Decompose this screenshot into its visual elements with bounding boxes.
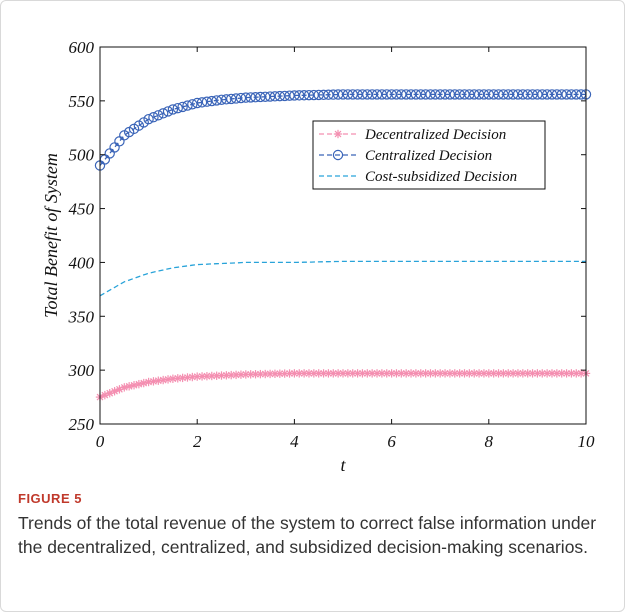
- x-tick-label: 4: [290, 432, 299, 451]
- y-tick-label: 300: [68, 361, 95, 380]
- centralized-marker: [157, 108, 169, 119]
- centralized-marker: [162, 106, 174, 117]
- y-tick-label: 400: [69, 253, 95, 272]
- centralized-marker: [148, 112, 159, 123]
- decentralized-marker: [465, 369, 474, 378]
- centralized-marker: [143, 113, 154, 125]
- decentralized-marker: [436, 369, 445, 378]
- series-layer: [94, 89, 592, 402]
- centralized-legend-label: Centralized Decision: [365, 148, 492, 164]
- centralized-marker: [153, 110, 164, 121]
- cost_subsidized-series-line: [99, 260, 586, 297]
- figure-label: FIGURE 5: [18, 491, 82, 506]
- plot-frame: [99, 46, 587, 425]
- decentralized-marker: [246, 370, 255, 379]
- decentralized-marker: [154, 376, 163, 385]
- centralized-marker: [211, 95, 222, 106]
- decentralized-marker: [382, 369, 391, 378]
- figure-caption: Trends of the total revenue of the syste…: [18, 513, 597, 557]
- decentralized-marker: [120, 383, 129, 392]
- line-chart: Decentralized Decision Centralized Decisi…: [41, 38, 596, 475]
- decentralized-marker: [377, 369, 387, 378]
- centralized-marker: [104, 148, 115, 159]
- decentralized-legend-marker: [333, 129, 343, 139]
- decentralized-marker: [134, 379, 144, 389]
- y-tick-label: 600: [69, 38, 95, 57]
- decentralized-marker: [290, 369, 299, 378]
- x-tick-label: 6: [387, 432, 396, 451]
- decentralized-legend-label: Decentralized Decision: [364, 127, 506, 143]
- y-tick-label: 550: [69, 92, 95, 111]
- x-tick-label: 10: [578, 432, 596, 451]
- y-axis-label: Total Benefit of System: [41, 153, 61, 318]
- axes: 0 2 4 6 8 10 250 300 350 400 450 500 550 600: [68, 38, 596, 451]
- decentralized-marker: [387, 369, 396, 378]
- centralized-marker: [167, 104, 179, 115]
- legend: Decentralized Decision Centralized Decisi…: [312, 120, 546, 190]
- decentralized-marker: [319, 369, 328, 378]
- centralized-legend-marker: [332, 149, 344, 161]
- y-tick-label: 350: [68, 307, 95, 326]
- centralized-marker: [172, 102, 183, 114]
- centralized-marker: [177, 101, 188, 113]
- centralized-marker: [191, 97, 203, 109]
- centralized-marker: [196, 97, 208, 108]
- centralized-marker: [206, 95, 217, 107]
- centralized-marker: [99, 154, 111, 165]
- decentralized-marker: [557, 369, 566, 378]
- decentralized-marker: [489, 369, 498, 378]
- decentralized-marker: [275, 369, 285, 378]
- x-tick-label: 2: [193, 432, 202, 451]
- decentralized-marker: [149, 377, 158, 386]
- x-tick-label: 0: [96, 432, 105, 451]
- decentralized-marker: [508, 369, 518, 378]
- cost_subsidized-legend-label: Cost-subsidized Decision: [365, 169, 517, 185]
- centralized-marker: [201, 96, 213, 107]
- x-tick-label: 8: [485, 432, 494, 451]
- y-tick-label: 450: [69, 200, 95, 219]
- decentralized-marker: [314, 369, 323, 378]
- centralized-marker: [109, 142, 120, 153]
- centralized-marker: [182, 100, 193, 111]
- decentralized-marker: [445, 369, 455, 378]
- centralized-marker: [114, 136, 125, 147]
- decentralized-marker: [363, 369, 372, 378]
- y-tick-label: 500: [69, 146, 95, 165]
- decentralized-marker: [499, 369, 508, 378]
- decentralized-marker: [329, 369, 338, 378]
- decentralized-marker: [484, 369, 493, 378]
- y-tick-label: 250: [69, 415, 95, 434]
- centralized-marker: [187, 99, 198, 110]
- x-axis-label: t: [340, 455, 346, 475]
